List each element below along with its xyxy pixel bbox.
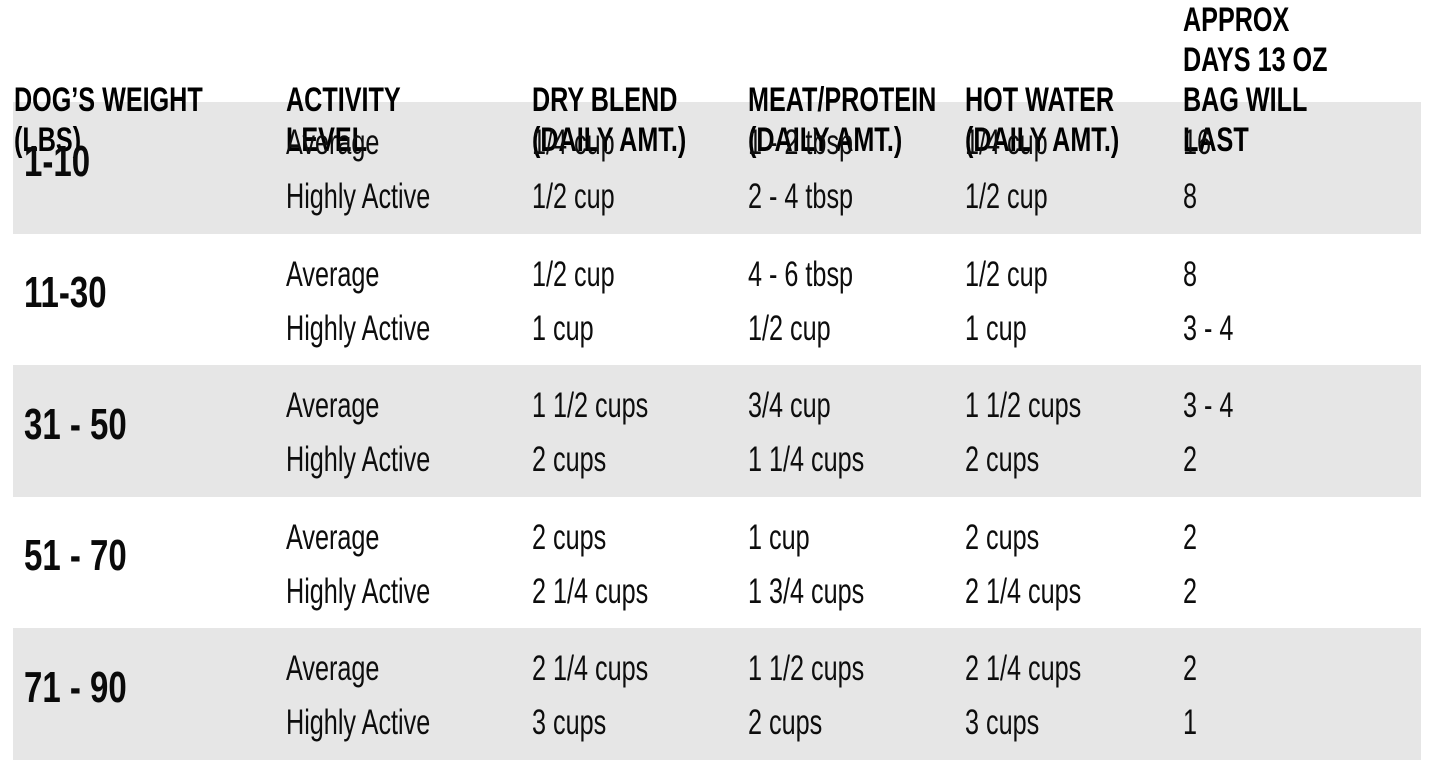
meat-protein-value: 2 - 4 tbsp <box>748 177 854 217</box>
meat-protein-value: 1 1/4 cups <box>748 440 865 480</box>
weight-range-cell: 11-30 <box>14 234 286 366</box>
days-bag-lasts-cell: 16 8 <box>1183 102 1421 234</box>
meat-protein-cell: 1 cup 1 3/4 cups <box>748 497 965 629</box>
hot-water-cell: 2 1/4 cups 3 cups <box>965 628 1183 760</box>
table-row-band-51-70: 51 - 70 Average Highly Active 2 cups 2 1… <box>13 497 1421 629</box>
column-header-hot-water: HOT WATER (DAILY AMT.) <box>965 81 1120 159</box>
days-bag-lasts-value: 8 <box>1183 254 1198 294</box>
dry-blend-value: 1/2 cup <box>532 254 615 294</box>
dry-blend-cell: 1/4 cup 1/2 cup <box>532 102 748 234</box>
activity-level-cell: Average Highly Active <box>286 102 532 234</box>
days-bag-lasts-value: 2 <box>1183 517 1198 557</box>
meat-protein-value: 2 cups <box>748 703 823 743</box>
activity-level-cell: Average Highly Active <box>286 497 532 629</box>
activity-level-value: Average <box>286 386 380 426</box>
dry-blend-value: 1/2 cup <box>532 177 615 217</box>
hot-water-value: 2 1/4 cups <box>965 649 1082 689</box>
meat-protein-value: 1 3/4 cups <box>748 571 865 611</box>
dry-blend-value: 2 cups <box>532 517 607 557</box>
dry-blend-value: 1 cup <box>532 308 594 348</box>
weight-range-value: 11-30 <box>24 268 107 318</box>
days-bag-lasts-value: 16 <box>1183 123 1212 163</box>
column-header-approx-days: APPROX DAYS 13 OZ BAG WILL LAST <box>1183 1 1328 159</box>
dry-blend-cell: 1 1/2 cups 2 cups <box>532 365 748 497</box>
hot-water-value: 1/2 cup <box>965 254 1048 294</box>
weight-range-value: 31 - 50 <box>24 399 127 449</box>
days-bag-lasts-value: 1 <box>1183 703 1198 743</box>
hot-water-cell: 1/4 cup 1/2 cup <box>965 102 1183 234</box>
table-row-band-1-10: 1-10 Average Highly Active 1/4 cup 1/2 c… <box>13 102 1421 234</box>
activity-level-cell: Average Highly Active <box>286 365 532 497</box>
dry-blend-value: 2 1/4 cups <box>532 649 649 689</box>
days-bag-lasts-value: 3 - 4 <box>1183 386 1234 426</box>
days-bag-lasts-cell: 2 1 <box>1183 628 1421 760</box>
activity-level-cell: Average Highly Active <box>286 234 532 366</box>
meat-protein-cell: 1 - 2 tbsp 2 - 4 tbsp <box>748 102 965 234</box>
column-header-meat-protein: MEAT/PROTEIN (DAILY AMT.) <box>748 81 937 159</box>
table-row-band-31-50: 31 - 50 Average Highly Active 1 1/2 cups… <box>13 365 1421 497</box>
table-header-row: DOG’S WEIGHT (LBS) ACTIVITY LEVEL DRY BL… <box>14 0 1421 159</box>
days-bag-lasts-cell: 3 - 4 2 <box>1183 365 1421 497</box>
weight-range-cell: 31 - 50 <box>14 365 286 497</box>
dry-blend-value: 3 cups <box>532 703 607 743</box>
hot-water-cell: 1 1/2 cups 2 cups <box>965 365 1183 497</box>
activity-level-cell: Average Highly Active <box>286 628 532 760</box>
hot-water-value: 1 1/2 cups <box>965 386 1082 426</box>
days-bag-lasts-value: 2 <box>1183 649 1198 689</box>
column-header-activity-level: ACTIVITY LEVEL <box>286 81 401 159</box>
activity-level-value: Average <box>286 517 380 557</box>
column-header-dogs-weight: DOG’S WEIGHT (LBS) <box>14 81 203 159</box>
activity-level-value: Highly Active <box>286 177 431 217</box>
hot-water-value: 2 1/4 cups <box>965 571 1082 611</box>
days-bag-lasts-value: 3 - 4 <box>1183 308 1234 348</box>
weight-range-cell: 51 - 70 <box>14 497 286 629</box>
hot-water-cell: 2 cups 2 1/4 cups <box>965 497 1183 629</box>
hot-water-value: 1/4 cup <box>965 123 1048 163</box>
meat-protein-cell: 4 - 6 tbsp 1/2 cup <box>748 234 965 366</box>
table-row-band-71-90: 71 - 90 Average Highly Active 2 1/4 cups… <box>13 628 1421 760</box>
hot-water-value: 2 cups <box>965 517 1040 557</box>
activity-level-value: Highly Active <box>286 440 431 480</box>
days-bag-lasts-value: 2 <box>1183 571 1198 611</box>
dry-blend-cell: 2 cups 2 1/4 cups <box>532 497 748 629</box>
dry-blend-value: 1/4 cup <box>532 123 615 163</box>
weight-range-value: 71 - 90 <box>24 662 127 712</box>
weight-range-value: 51 - 70 <box>24 531 127 581</box>
dry-blend-cell: 1/2 cup 1 cup <box>532 234 748 366</box>
meat-protein-value: 1 cup <box>748 517 810 557</box>
meat-protein-value: 4 - 6 tbsp <box>748 254 854 294</box>
activity-level-value: Highly Active <box>286 571 431 611</box>
hot-water-value: 1 cup <box>965 308 1027 348</box>
meat-protein-cell: 1 1/2 cups 2 cups <box>748 628 965 760</box>
activity-level-value: Average <box>286 123 380 163</box>
hot-water-value: 1/2 cup <box>965 177 1048 217</box>
days-bag-lasts-value: 8 <box>1183 177 1198 217</box>
dry-blend-value: 2 cups <box>532 440 607 480</box>
meat-protein-value: 1/2 cup <box>748 308 831 348</box>
activity-level-value: Average <box>286 254 380 294</box>
dry-blend-value: 2 1/4 cups <box>532 571 649 611</box>
hot-water-cell: 1/2 cup 1 cup <box>965 234 1183 366</box>
dry-blend-cell: 2 1/4 cups 3 cups <box>532 628 748 760</box>
weight-range-value: 1-10 <box>24 136 91 186</box>
table-row-band-11-30: 11-30 Average Highly Active 1/2 cup 1 cu… <box>13 234 1421 366</box>
activity-level-value: Average <box>286 649 380 689</box>
activity-level-value: Highly Active <box>286 703 431 743</box>
meat-protein-value: 3/4 cup <box>748 386 831 426</box>
dry-blend-value: 1 1/2 cups <box>532 386 649 426</box>
meat-protein-value: 1 - 2 tbsp <box>748 123 854 163</box>
hot-water-value: 2 cups <box>965 440 1040 480</box>
days-bag-lasts-cell: 2 2 <box>1183 497 1421 629</box>
days-bag-lasts-value: 2 <box>1183 440 1198 480</box>
column-header-dry-blend: DRY BLEND (DAILY AMT.) <box>532 81 687 159</box>
meat-protein-cell: 3/4 cup 1 1/4 cups <box>748 365 965 497</box>
meat-protein-value: 1 1/2 cups <box>748 649 865 689</box>
days-bag-lasts-cell: 8 3 - 4 <box>1183 234 1421 366</box>
hot-water-value: 3 cups <box>965 703 1040 743</box>
weight-range-cell: 1-10 <box>14 102 286 234</box>
activity-level-value: Highly Active <box>286 308 431 348</box>
weight-range-cell: 71 - 90 <box>14 628 286 760</box>
